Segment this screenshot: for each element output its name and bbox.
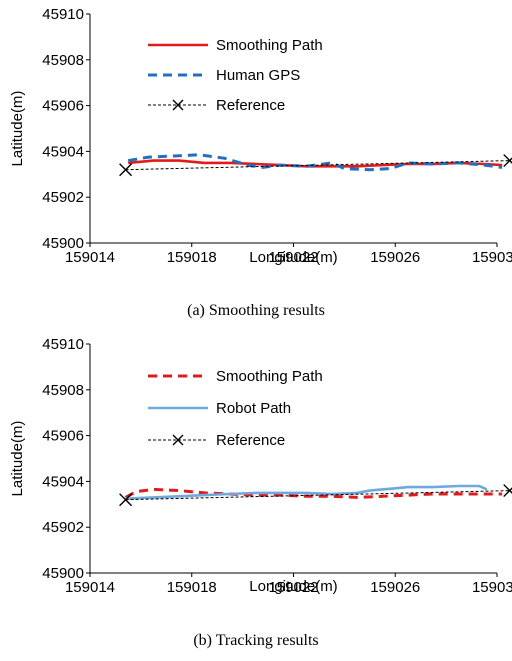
y-tick-label: 45906: [42, 98, 84, 115]
y-tick-label: 45910: [42, 6, 84, 23]
series-line-reference: [125, 160, 510, 171]
y-tick-label: 45900: [42, 235, 84, 252]
y-tick-label: 45900: [42, 565, 84, 582]
chart-2: 45900 45902 45904 45906 45908 45910 159014 1590…: [9, 336, 512, 649]
legend-marker: [172, 434, 184, 446]
legend-label: Robot Path: [216, 400, 291, 417]
x-tick-label: 159026: [370, 249, 420, 266]
reference-marker: [503, 154, 512, 168]
legend-label: Human GPS: [216, 67, 300, 84]
reference-marker: [503, 484, 512, 498]
x-tick-label: 159018: [167, 579, 217, 596]
legend-label: Reference: [216, 97, 285, 114]
series-line-smoothing-path: [124, 487, 503, 499]
y-tick-label: 45910: [42, 336, 84, 353]
figure-caption: (a) Smoothing results: [187, 302, 325, 319]
reference-marker: [119, 493, 133, 507]
y-tick-label: 45904: [42, 473, 84, 490]
x-tick-label: 159014: [65, 579, 115, 596]
series-line-robot-path: [125, 484, 488, 500]
x-tick-label: 159014: [65, 249, 115, 266]
y-tick-label: 45902: [42, 189, 84, 206]
chart-1: 45900 45902 45904 45906 45908 45910 159014 1590…: [9, 6, 512, 319]
series-line-human-gps: [127, 153, 503, 172]
legend-marker: [172, 99, 184, 111]
y-axis-title: Latitude(m): [9, 91, 26, 167]
x-tick-label: 159030: [472, 249, 512, 266]
y-tick-label: 45908: [42, 382, 84, 399]
series-line-reference: [125, 490, 510, 501]
x-axis-title: Longitude(m): [249, 578, 337, 595]
x-tick-label: 159018: [167, 249, 217, 266]
legend-label: Smoothing Path: [216, 37, 323, 54]
figure-caption: (b) Tracking results: [193, 632, 318, 649]
x-tick-label: 159030: [472, 579, 512, 596]
legend-label: Reference: [216, 432, 285, 449]
x-axis-title: Longitude(m): [249, 249, 337, 266]
x-tick-label: 159022: [268, 579, 318, 596]
legend-label: Smoothing Path: [216, 368, 323, 385]
x-tick-label: 159026: [370, 579, 420, 596]
y-tick-label: 45908: [42, 52, 84, 69]
y-tick-label: 45904: [42, 143, 84, 160]
y-tick-label: 45906: [42, 428, 84, 445]
y-tick-label: 45902: [42, 519, 84, 536]
x-tick-label: 159022: [268, 249, 318, 266]
reference-marker: [119, 163, 133, 177]
y-axis-title: Latitude(m): [9, 421, 26, 497]
